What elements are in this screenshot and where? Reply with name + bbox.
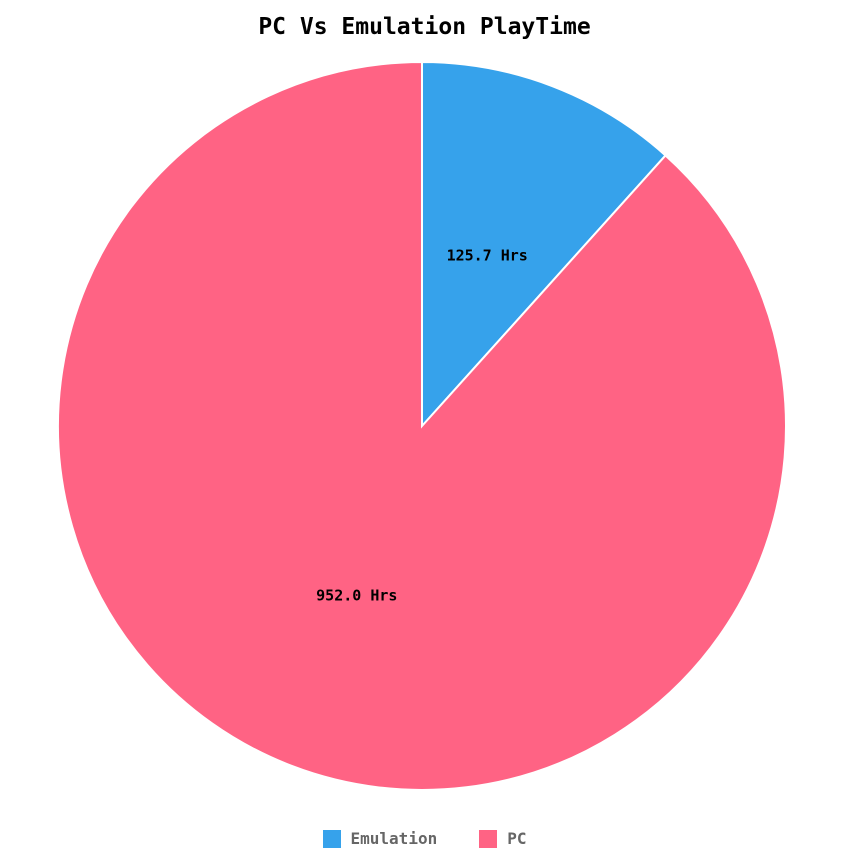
pie-slice-emulation[interactable] [421,60,667,429]
legend-label-pc: PC [507,829,527,848]
pie-slice-pc[interactable] [57,60,787,791]
legend-swatch-pc [479,830,498,848]
legend-item-emulation[interactable]: Emulation [322,829,438,849]
legend-item-pc[interactable]: PC [479,829,526,849]
legend-label-emulation: Emulation [350,829,438,848]
legend: Emulation PC [0,829,849,849]
legend-swatch-emulation [322,830,341,848]
chart-title: PC Vs Emulation PlayTime [258,14,591,40]
slice-label-emulation: 125.7 Hrs [447,247,528,265]
slice-label-pc: 952.0 Hrs [316,586,397,604]
